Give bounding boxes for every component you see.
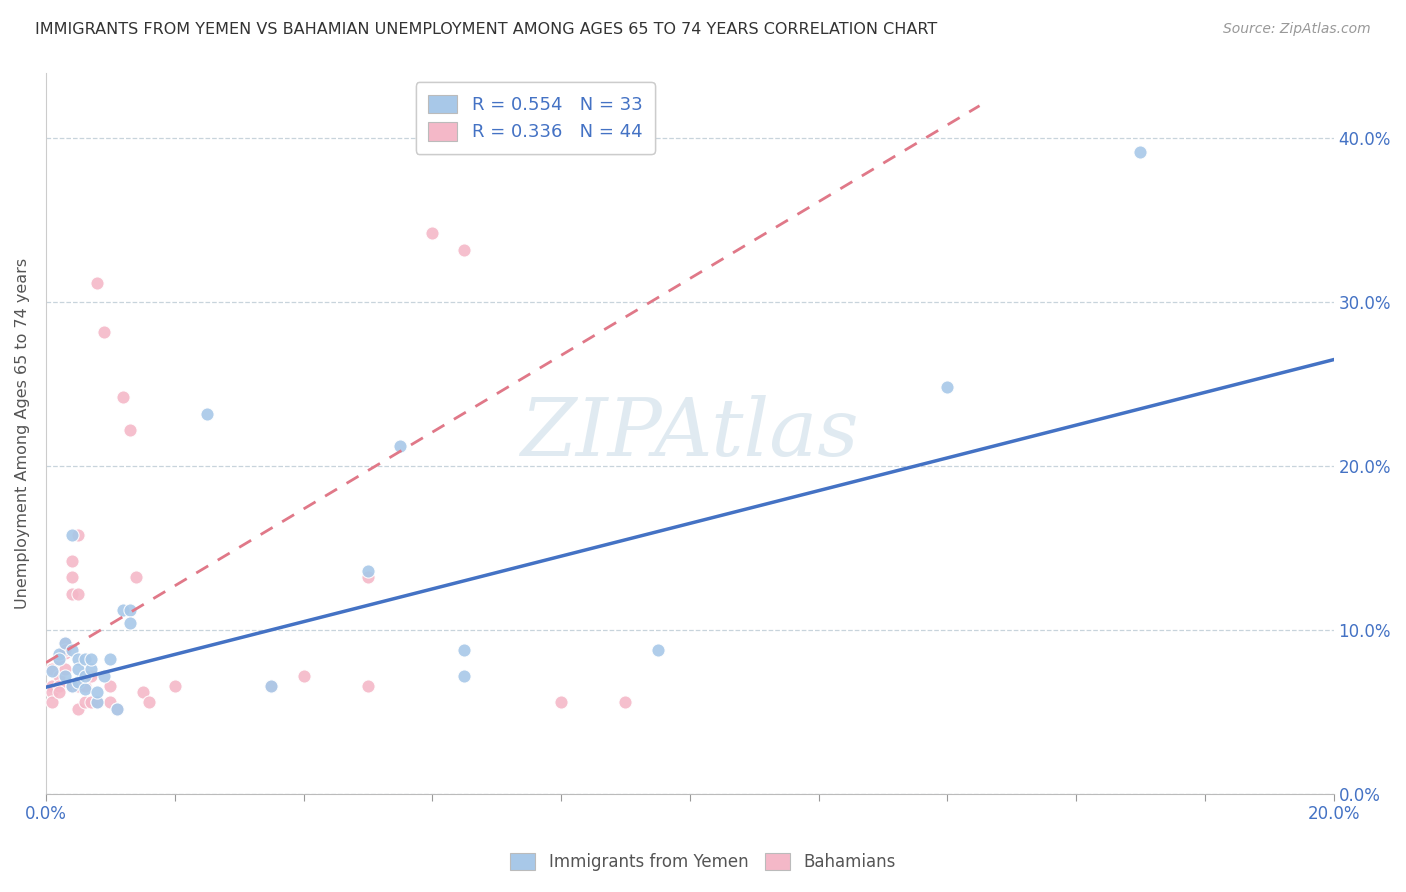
Point (73, 669, 96, 683)
Point (53, 642, 76, 657)
Point (105, 701, 128, 715)
Point (138, 695, 160, 709)
Point (41, 662, 63, 676)
Point (614, 695, 637, 709)
Point (73, 681, 96, 696)
Point (67, 587, 90, 601)
Point (118, 423, 141, 437)
Point (453, 669, 475, 683)
Point (60, 587, 83, 601)
Point (112, 390, 135, 404)
Point (53, 646, 76, 660)
Point (73, 652, 96, 666)
Point (98, 679, 121, 693)
Point (53, 636, 76, 650)
Point (60, 642, 83, 657)
Point (67, 675, 90, 690)
Point (357, 679, 380, 693)
Point (453, 642, 475, 657)
Point (41, 685, 63, 699)
Point (80, 695, 103, 709)
Point (125, 570, 148, 584)
Point (73, 679, 96, 693)
Point (86, 695, 108, 709)
Point (53, 669, 76, 683)
Point (550, 695, 572, 709)
Point (60, 679, 83, 693)
Point (60, 679, 83, 693)
Point (48, 652, 70, 666)
Point (60, 554, 83, 568)
Point (357, 570, 380, 584)
Y-axis label: Unemployment Among Ages 65 to 74 years: Unemployment Among Ages 65 to 74 years (15, 258, 30, 609)
Point (260, 679, 283, 693)
Point (86, 695, 108, 709)
Point (41, 695, 63, 709)
Point (93, 325, 115, 339)
Point (73, 695, 96, 709)
Point (292, 669, 315, 683)
Point (98, 695, 121, 709)
Text: IMMIGRANTS FROM YEMEN VS BAHAMIAN UNEMPLOYMENT AMONG AGES 65 TO 74 YEARS CORRELA: IMMIGRANTS FROM YEMEN VS BAHAMIAN UNEMPL… (35, 22, 938, 37)
Point (357, 564, 380, 578)
Legend: R = 0.554   N = 33, R = 0.336   N = 44: R = 0.554 N = 33, R = 0.336 N = 44 (416, 82, 655, 154)
Point (80, 669, 103, 683)
Point (67, 701, 90, 715)
Point (86, 276, 108, 290)
Point (936, 380, 959, 394)
Point (112, 603, 135, 617)
Point (48, 679, 70, 693)
Point (41, 664, 63, 678)
Point (163, 679, 186, 693)
Point (80, 652, 103, 666)
Point (260, 679, 283, 693)
Point (389, 439, 412, 453)
Point (67, 652, 90, 666)
Point (105, 701, 128, 715)
Text: ZIPAtlas: ZIPAtlas (520, 394, 859, 472)
Point (647, 642, 669, 657)
Point (1129, 145, 1152, 159)
Point (60, 528, 83, 542)
Point (420, 227, 443, 241)
Point (453, 243, 475, 257)
Point (93, 669, 115, 683)
Point (53, 662, 76, 676)
Point (67, 662, 90, 676)
Point (86, 685, 108, 699)
Point (41, 679, 63, 693)
Point (118, 616, 141, 631)
Text: Source: ZipAtlas.com: Source: ZipAtlas.com (1223, 22, 1371, 37)
Point (53, 636, 76, 650)
Legend: Immigrants from Yemen, Bahamians: Immigrants from Yemen, Bahamians (502, 845, 904, 880)
Point (48, 669, 70, 683)
Point (67, 528, 90, 542)
Point (98, 652, 121, 666)
Point (80, 662, 103, 676)
Point (48, 648, 70, 662)
Point (195, 407, 218, 421)
Point (131, 685, 153, 699)
Point (60, 570, 83, 584)
Point (118, 603, 141, 617)
Point (48, 652, 70, 666)
Point (67, 679, 90, 693)
Point (48, 685, 70, 699)
